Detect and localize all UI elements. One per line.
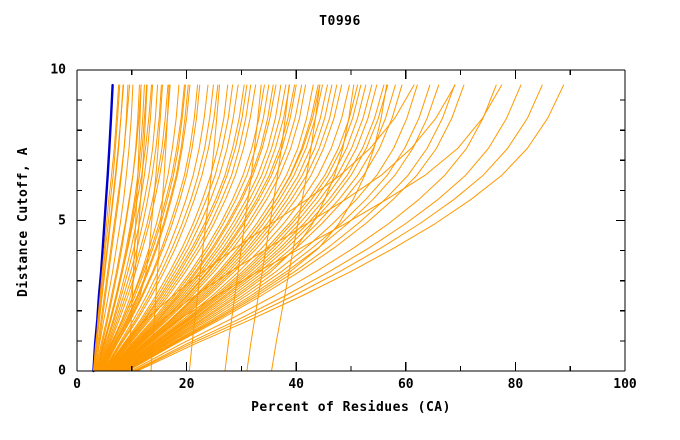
series-line (127, 84, 465, 372)
series-line (107, 84, 265, 372)
y-tick-label: 5 (58, 213, 66, 228)
series-line (97, 84, 159, 372)
series-line (100, 84, 186, 372)
series-line (95, 84, 142, 372)
y-tick-label: 10 (50, 62, 66, 78)
x-tick-label: 60 (397, 377, 414, 392)
series-line (106, 84, 248, 372)
x-tick-label: 0 (73, 377, 81, 392)
series-line (96, 84, 140, 372)
series-line (116, 84, 350, 372)
series-line (125, 84, 388, 372)
series-line (112, 84, 314, 372)
series-line (120, 84, 389, 372)
x-tick-label: 100 (613, 377, 637, 392)
series-line (105, 84, 245, 372)
series-line (92, 84, 121, 372)
x-tick-label: 40 (288, 377, 305, 392)
series-line (96, 84, 153, 372)
series-line (118, 84, 373, 372)
axis-frame (76, 69, 626, 372)
series-line (107, 84, 257, 372)
series-line (111, 84, 296, 372)
series-line (119, 84, 378, 372)
series-line (132, 84, 522, 372)
series-line (93, 84, 125, 372)
x-axis-label: Percent of Residues (CA) (251, 400, 451, 415)
series-line (109, 84, 287, 372)
series-line (105, 84, 234, 372)
series-line (101, 84, 199, 372)
series-line (126, 84, 456, 372)
series-line (123, 84, 355, 372)
series-line (92, 83, 114, 373)
series-line (105, 84, 239, 372)
series-line (99, 84, 171, 372)
series-line (136, 84, 565, 372)
series-line (112, 84, 307, 372)
series-line (134, 84, 543, 372)
series-line (98, 84, 169, 372)
series-line (118, 84, 367, 372)
x-tick-label: 80 (507, 377, 524, 392)
series-line (98, 84, 148, 372)
series-line (128, 84, 142, 372)
series-line (103, 84, 214, 372)
series-line (123, 84, 418, 372)
series-line (103, 84, 219, 372)
series-line (124, 84, 431, 372)
series-line (108, 84, 277, 372)
series-line (109, 84, 282, 372)
series-line (108, 84, 270, 372)
series-line (188, 84, 220, 372)
chart-title: T0996 (319, 14, 361, 29)
series-line (97, 84, 154, 372)
series-line (246, 84, 290, 372)
series-line (119, 84, 385, 372)
series-line (102, 84, 201, 372)
series-line (130, 84, 497, 372)
series-line (112, 84, 321, 372)
x-tick-label: 20 (178, 377, 195, 392)
series-line (100, 84, 163, 372)
series-line (101, 84, 191, 372)
series-line (114, 84, 333, 372)
series-line (94, 84, 131, 372)
series-line (104, 84, 229, 372)
series-line (117, 84, 359, 372)
series-line (111, 84, 303, 372)
series-group (92, 83, 565, 373)
series-line (98, 84, 185, 372)
series-line (224, 84, 262, 372)
series-line (94, 84, 134, 372)
series-line (95, 84, 145, 372)
series-line (125, 84, 440, 372)
series-line (98, 84, 162, 372)
series-line (115, 84, 343, 372)
series-line (114, 84, 503, 372)
series-line (96, 84, 148, 372)
series-line (108, 84, 274, 372)
y-tick-label: 0 (58, 363, 66, 379)
